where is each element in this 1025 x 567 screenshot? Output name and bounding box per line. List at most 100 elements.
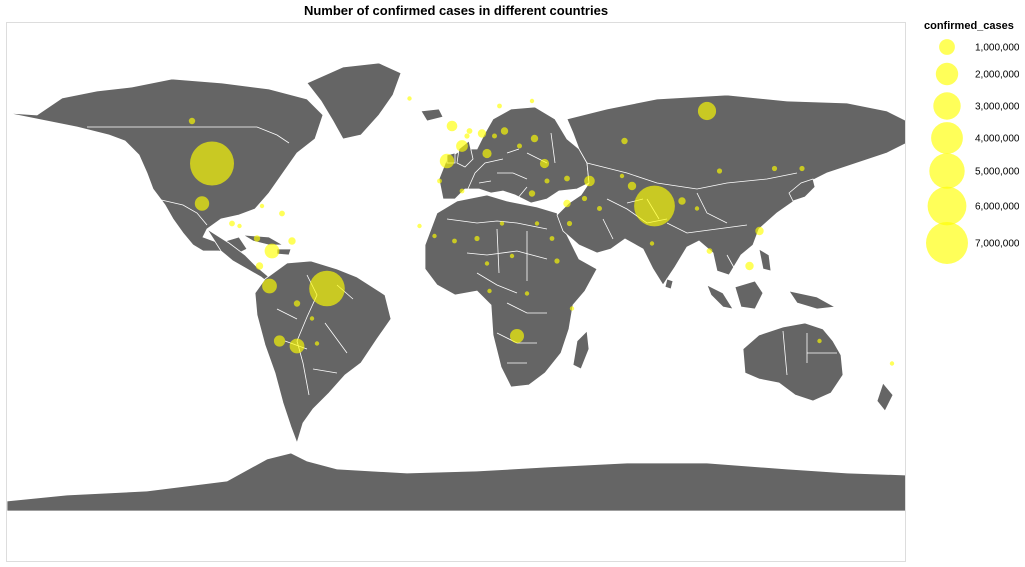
country-bubble[interactable] — [407, 96, 412, 101]
country-bubble[interactable] — [755, 226, 764, 236]
country-bubble[interactable] — [289, 338, 305, 354]
country-bubble[interactable] — [499, 221, 505, 226]
legend-label: 7,000,000 — [975, 239, 1020, 250]
country-bubble[interactable] — [255, 262, 264, 270]
country-bubble[interactable] — [288, 237, 296, 245]
land-north-america — [7, 78, 324, 256]
country-bubble[interactable] — [279, 210, 285, 217]
land-australia — [742, 322, 844, 402]
country-bubble[interactable] — [597, 206, 602, 211]
country-bubble[interactable] — [799, 165, 805, 172]
border-australia — [782, 330, 837, 376]
border-europe — [466, 132, 556, 200]
country-bubble[interactable] — [188, 117, 196, 125]
country-bubble[interactable] — [745, 261, 754, 271]
country-bubble[interactable] — [716, 168, 723, 174]
country-bubble[interactable] — [309, 316, 315, 321]
country-bubble[interactable] — [530, 134, 539, 143]
country-bubble[interactable] — [517, 143, 522, 149]
land-philippines — [758, 248, 772, 272]
country-bubble[interactable] — [634, 185, 675, 227]
country-bubble[interactable] — [439, 153, 455, 169]
country-bubble[interactable] — [817, 338, 822, 344]
country-bubble[interactable] — [649, 241, 655, 246]
country-bubble[interactable] — [484, 261, 490, 266]
country-bubble[interactable] — [432, 233, 437, 239]
country-bubble[interactable] — [510, 329, 524, 343]
bubble-layer — [188, 96, 895, 366]
country-bubble[interactable] — [569, 306, 575, 311]
country-bubble[interactable] — [309, 270, 345, 307]
country-bubble[interactable] — [437, 178, 442, 184]
legend-label: 2,000,000 — [975, 70, 1020, 81]
country-bubble[interactable] — [237, 223, 242, 229]
country-bubble[interactable] — [694, 206, 700, 211]
country-bubble[interactable] — [456, 140, 468, 152]
map-plot-area — [6, 22, 906, 562]
country-bubble[interactable] — [474, 235, 480, 242]
legend-symbol — [927, 186, 967, 226]
country-bubble[interactable] — [259, 203, 265, 209]
country-bubble[interactable] — [466, 128, 473, 134]
country-bubble[interactable] — [446, 120, 458, 132]
country-bubble[interactable] — [273, 335, 286, 347]
country-bubble[interactable] — [528, 190, 536, 197]
country-bubble[interactable] — [549, 236, 555, 241]
land-japan — [788, 178, 816, 202]
country-bubble[interactable] — [262, 278, 277, 294]
country-bubble[interactable] — [524, 291, 530, 296]
country-bubble[interactable] — [544, 178, 550, 184]
country-bubble[interactable] — [581, 195, 588, 202]
country-bubble[interactable] — [539, 158, 550, 169]
country-bubble[interactable] — [697, 101, 717, 121]
country-bubble[interactable] — [534, 221, 540, 226]
country-bubble[interactable] — [417, 223, 422, 229]
country-bubble[interactable] — [229, 220, 235, 227]
country-bubble[interactable] — [584, 175, 595, 187]
country-bubble[interactable] — [627, 181, 637, 191]
country-bubble[interactable] — [509, 253, 515, 259]
country-bubble[interactable] — [554, 258, 560, 264]
land-south-america — [254, 260, 392, 445]
country-bubble[interactable] — [452, 238, 457, 244]
legend-label: 6,000,000 — [975, 202, 1020, 213]
country-bubble[interactable] — [459, 188, 465, 194]
world-map — [7, 62, 905, 512]
country-bubble[interactable] — [706, 248, 713, 254]
country-bubble[interactable] — [253, 235, 261, 242]
country-bubble[interactable] — [314, 341, 320, 346]
land-layer — [7, 62, 905, 512]
country-bubble[interactable] — [497, 103, 502, 109]
chart-title: Number of confirmed cases in different c… — [303, 3, 609, 18]
country-bubble[interactable] — [487, 288, 492, 294]
land-sri-lanka — [664, 278, 674, 290]
country-bubble[interactable] — [619, 173, 625, 179]
country-bubble[interactable] — [500, 127, 509, 135]
legend-symbol — [926, 222, 968, 264]
country-bubble[interactable] — [264, 243, 280, 259]
country-bubble[interactable] — [529, 98, 535, 104]
country-bubble[interactable] — [563, 199, 571, 208]
land-borneo — [734, 280, 764, 310]
country-bubble[interactable] — [293, 300, 301, 307]
land-new-guinea — [788, 290, 837, 310]
country-bubble[interactable] — [482, 148, 492, 159]
land-greenland — [306, 62, 402, 140]
country-bubble[interactable] — [492, 133, 497, 139]
legend-label: 4,000,000 — [975, 134, 1020, 145]
country-bubble[interactable] — [464, 133, 470, 139]
country-bubble[interactable] — [678, 197, 686, 205]
legend-symbol — [931, 122, 963, 154]
country-bubble[interactable] — [190, 141, 234, 186]
country-bubble[interactable] — [194, 196, 210, 211]
legend-label: 5,000,000 — [975, 167, 1020, 178]
country-bubble[interactable] — [771, 165, 778, 172]
land-madagascar — [572, 330, 590, 370]
country-bubble[interactable] — [477, 129, 487, 138]
country-bubble[interactable] — [566, 220, 573, 227]
country-bubble[interactable] — [621, 137, 628, 145]
country-bubble[interactable] — [564, 175, 570, 182]
country-bubble[interactable] — [889, 361, 895, 366]
legend-symbol — [929, 153, 965, 189]
land-antarctica — [7, 452, 905, 512]
